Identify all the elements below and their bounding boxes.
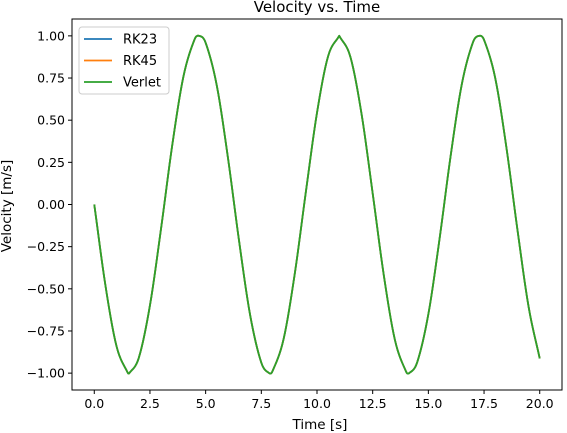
y-tick-label: −0.50: [27, 281, 65, 296]
x-tick-label: 0.0: [84, 396, 104, 411]
x-tick-label: 10.0: [303, 396, 331, 411]
y-tick-label: 0.50: [37, 113, 65, 128]
legend-box: [78, 26, 170, 95]
plot-frame: [71, 18, 563, 391]
x-tick-label: 20.0: [526, 396, 554, 411]
x-tick-label: 2.5: [140, 396, 160, 411]
y-tick-label: 0.25: [37, 155, 65, 170]
legend-label-verlet: Verlet: [123, 76, 161, 91]
x-tick-label: 5.0: [196, 396, 216, 411]
x-tick-label: 15.0: [414, 396, 442, 411]
legend-label-rk45: RK45: [123, 54, 157, 69]
series-group: [93, 34, 541, 375]
legend-entries: RK23 RK45 Verlet: [84, 33, 161, 91]
y-tick-label: −0.75: [27, 323, 65, 338]
legend: RK23 RK45 Verlet: [78, 26, 170, 95]
series-line-verlet: [93, 34, 541, 375]
x-axis-label: Time [s]: [292, 417, 348, 433]
y-tick-label: 0.00: [37, 197, 65, 212]
y-axis-label: Velocity [m/s]: [0, 160, 15, 253]
x-tick-label: 12.5: [359, 396, 387, 411]
x-tick-label: 17.5: [470, 396, 498, 411]
y-tick-label: −1.00: [27, 366, 65, 381]
x-ticks-group: 0.0 2.5 5.0 7.5 10.0 12.5 15.0 17.5 20.0: [84, 390, 554, 411]
y-tick-label: −0.25: [27, 239, 65, 254]
y-tick-label: 1.00: [37, 28, 65, 43]
x-tick-label: 7.5: [251, 396, 271, 411]
legend-label-rk23: RK23: [123, 33, 157, 48]
chart-title: Velocity vs. Time: [254, 0, 381, 16]
y-ticks-group: −1.00 −0.75 −0.50 −0.25 0.00 0.25 0.50 0.75 1.00: [27, 28, 72, 381]
y-tick-label: 0.75: [37, 71, 65, 86]
